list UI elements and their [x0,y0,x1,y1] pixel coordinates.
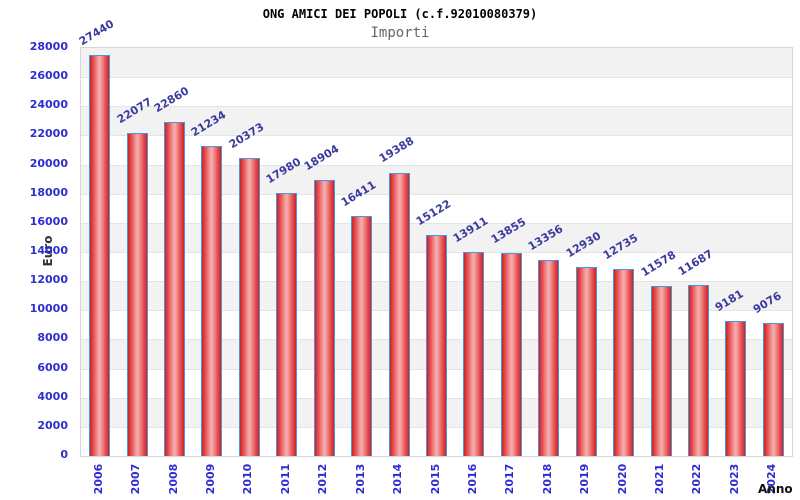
bar-2016 [463,252,485,456]
y-tick-label: 0 [60,448,68,461]
plot-band [81,77,792,107]
y-tick-label: 24000 [29,98,68,112]
gridline [81,106,792,108]
bar-2021 [650,286,672,456]
x-tick-label: 2009 [203,463,217,495]
bar-2024 [762,322,784,456]
bar-2023 [725,321,747,456]
gridline [81,222,792,224]
y-tick-label: 4000 [37,389,68,403]
bar-2017 [500,253,522,456]
plot-band [81,193,792,223]
gridline [81,193,792,195]
x-tick-label: 2006 [91,463,105,495]
x-tick-label: 2015 [428,463,442,495]
x-tick-label: 2012 [316,463,330,495]
plot-area [80,47,793,457]
plot-band [81,135,792,165]
bar-2015 [426,234,447,456]
y-tick-label: 18000 [29,185,68,199]
y-tick-label: 16000 [29,214,68,228]
y-tick-label: 10000 [29,302,68,316]
chart-title: ONG AMICI DEI POPOLI (c.f.92010080379) [262,7,538,21]
x-tick-label: 2021 [653,463,667,495]
x-tick-label: 2011 [278,463,292,495]
bar-2008 [164,121,186,456]
bar-2011 [276,193,298,456]
x-tick-label: 2018 [540,463,554,495]
bar-2006 [89,55,111,456]
x-tick-label: 2013 [353,463,367,495]
bar-2018 [538,260,560,456]
bar-2020 [613,269,635,456]
bar-2022 [687,284,709,456]
y-tick-label: 28000 [29,40,68,53]
y-tick-label: 12000 [29,273,68,287]
y-tick-label: 22000 [29,127,68,141]
bar-2013 [351,215,373,456]
y-tick-label: 20000 [29,156,68,170]
chart-subtitle: Importi [370,25,430,41]
x-tick-label: 2017 [503,463,517,495]
gridline [81,164,792,166]
y-tick-label: 8000 [37,331,68,345]
x-tick-label: 2016 [465,463,479,495]
bar-2009 [201,145,223,456]
x-tick-label: 2008 [166,463,180,495]
plot-band [81,164,792,194]
bar-2019 [575,266,597,456]
x-tick-label: 2019 [578,463,592,495]
x-tick-label: 2007 [129,463,143,495]
x-tick-label: 2010 [241,463,255,495]
bar-2014 [388,172,410,456]
bar-2007 [126,133,148,456]
x-tick-label: 2023 [727,463,741,495]
x-axis-title: Anno [758,482,793,496]
y-tick-label: 2000 [37,418,68,432]
gridline [81,77,792,79]
bar-2012 [313,179,335,456]
y-tick-label: 26000 [29,69,68,83]
x-tick-label: 2022 [690,463,704,495]
gridline [81,135,792,137]
x-tick-label: 2014 [391,463,405,495]
y-tick-label: 14000 [29,244,68,257]
plot-band [81,48,792,78]
bar-2010 [238,158,260,456]
plot-band [81,106,792,136]
y-tick-label: 6000 [37,360,68,374]
x-tick-label: 2020 [615,463,629,495]
